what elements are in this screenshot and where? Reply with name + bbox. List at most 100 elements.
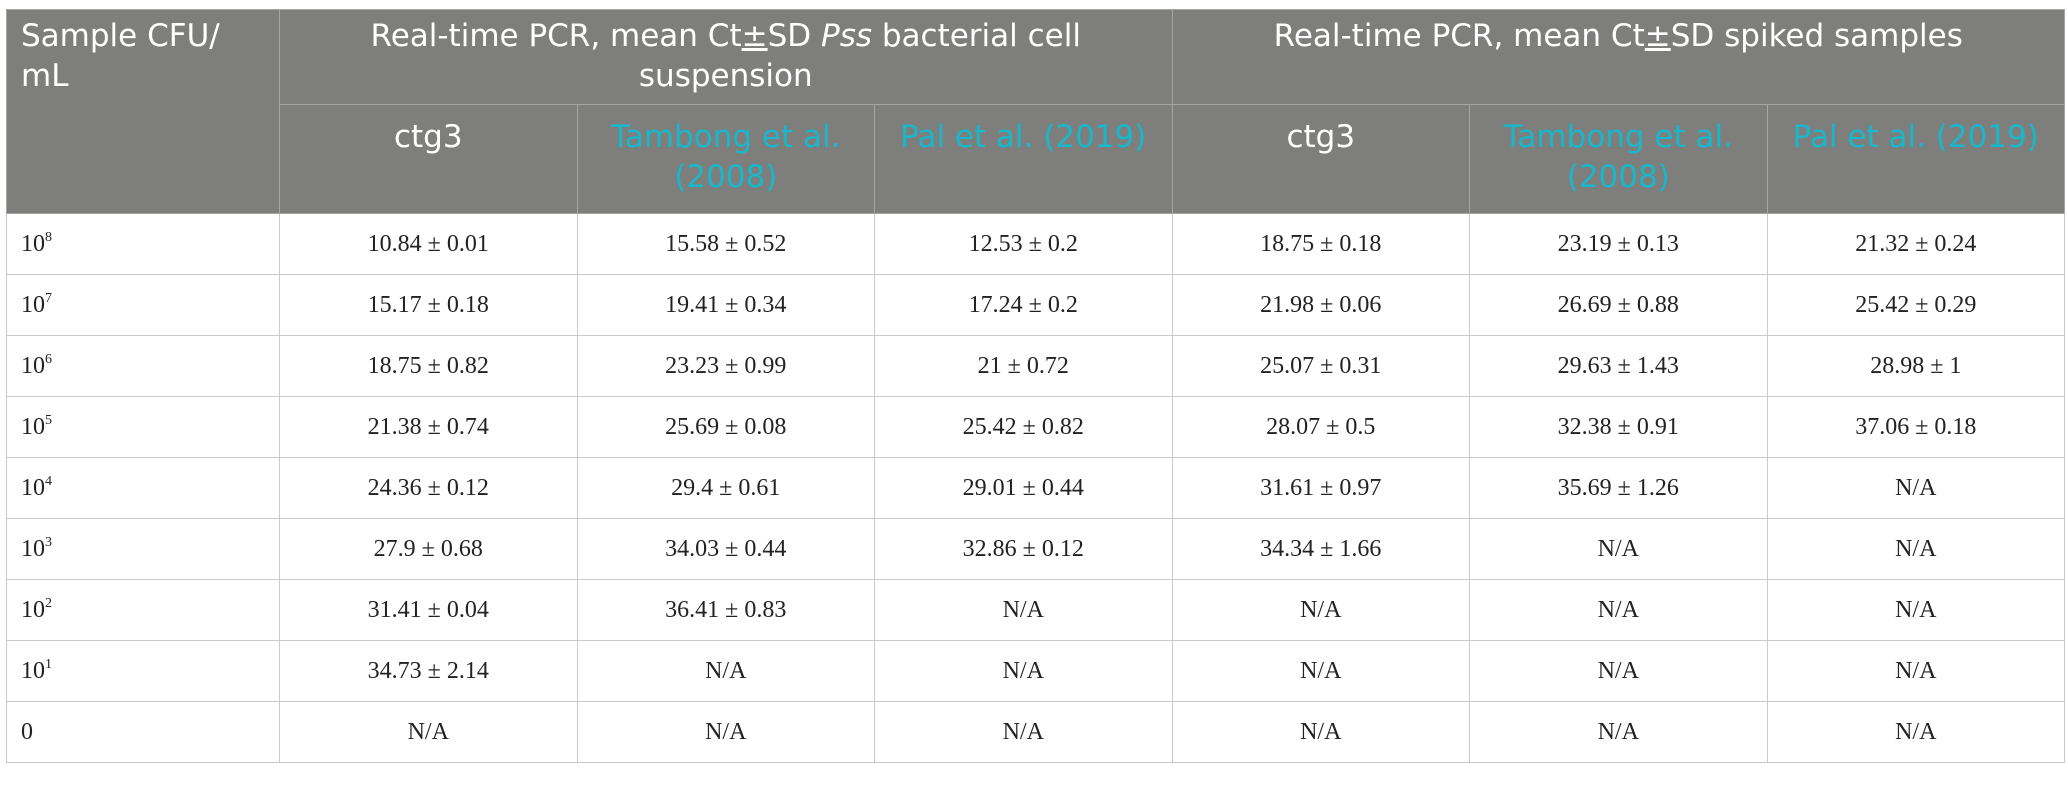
table-row: 103 27.9 ± 0.68 34.03 ± 0.44 32.86 ± 0.12 34…	[6, 518, 2066, 580]
ct-value-cell: N/A	[1766, 457, 2066, 519]
results-table: Sample CFU/ mL Real-time PCR, mean Ct±SD…	[6, 9, 2066, 763]
ct-value-cell: 23.23 ± 0.99	[576, 335, 875, 397]
group1-prefix: Real-time PCR, mean Ct	[370, 18, 742, 54]
ct-value-cell: 23.19 ± 0.13	[1469, 213, 1768, 275]
sample-exponent: 7	[45, 290, 52, 306]
ct-value-cell: 17.24 ± 0.2	[874, 274, 1173, 336]
ct-value-cell: 32.86 ± 0.12	[874, 518, 1173, 580]
table-body: 108 10.84 ± 0.01 15.58 ± 0.52 12.53 ± 0.2 18…	[6, 213, 2066, 763]
table-row: 108 10.84 ± 0.01 15.58 ± 0.52 12.53 ± 0.2 18…	[6, 213, 2066, 275]
ct-value-cell: 28.98 ± 1	[1766, 335, 2066, 397]
ct-value-cell: N/A	[1766, 701, 2066, 763]
sample-concentration-cell: 108	[6, 213, 280, 275]
ct-value-cell: N/A	[874, 579, 1173, 641]
ct-value-cell: 10.84 ± 0.01	[279, 213, 578, 275]
sample-exponent: 4	[45, 473, 52, 489]
table-row: 107 15.17 ± 0.18 19.41 ± 0.34 17.24 ± 0.2 21…	[6, 274, 2066, 336]
group1-organism: Pss	[821, 18, 872, 54]
ct-value-cell: 34.34 ± 1.66	[1171, 518, 1471, 580]
table-row: 101 34.73 ± 2.14 N/A N/A N/A N/A N/A	[6, 640, 2066, 702]
table-row: 106 18.75 ± 0.82 23.23 ± 0.99 21 ± 0.72 25.0…	[6, 335, 2066, 397]
sample-concentration-cell: 107	[6, 274, 280, 336]
ct-value-cell: N/A	[874, 640, 1173, 702]
ct-value-cell: 21 ± 0.72	[874, 335, 1173, 397]
sample-base: 10	[21, 352, 45, 379]
group2-prefix: Real-time PCR, mean Ct	[1273, 18, 1645, 54]
ct-value-cell: 34.03 ± 0.44	[576, 518, 875, 580]
ct-value-cell: N/A	[576, 640, 875, 702]
table-row: 105 21.38 ± 0.74 25.69 ± 0.08 25.42 ± 0.82 2…	[6, 396, 2066, 458]
ct-value-cell: 26.69 ± 0.88	[1469, 274, 1768, 336]
ct-value-cell: N/A	[1469, 701, 1768, 763]
ct-value-cell: 35.69 ± 1.26	[1469, 457, 1768, 519]
group-header-cell-suspension: Real-time PCR, mean Ct±SD Pss bacterial …	[279, 9, 1173, 105]
sample-concentration-cell: 102	[6, 579, 280, 641]
ct-value-cell: 31.41 ± 0.04	[279, 579, 578, 641]
ct-value-cell: 24.36 ± 0.12	[279, 457, 578, 519]
ct-value-cell: 21.38 ± 0.74	[279, 396, 578, 458]
group2-suffix: SD spiked samples	[1670, 18, 1963, 54]
subheader-pal-link-spiked[interactable]: Pal et al. (2019)	[1766, 104, 2066, 214]
ct-value-cell: 18.75 ± 0.82	[279, 335, 578, 397]
sample-concentration-cell: 106	[6, 335, 280, 397]
sample-base: 10	[21, 413, 45, 440]
ct-value-cell: 25.07 ± 0.31	[1171, 335, 1471, 397]
subheader-pal-link-suspension[interactable]: Pal et al. (2019)	[874, 104, 1173, 214]
ct-value-cell: N/A	[1469, 640, 1768, 702]
ct-value-cell: N/A	[279, 701, 578, 763]
sample-base: 10	[21, 535, 45, 562]
sample-concentration-cell: 0	[6, 701, 280, 763]
ct-value-cell: 29.4 ± 0.61	[576, 457, 875, 519]
table-row: 102 31.41 ± 0.04 36.41 ± 0.83 N/A N/A N/A N/A	[6, 579, 2066, 641]
ct-value-cell: 18.75 ± 0.18	[1171, 213, 1471, 275]
table-row: 104 24.36 ± 0.12 29.4 ± 0.61 29.01 ± 0.44 31…	[6, 457, 2066, 519]
table-row: 0 N/A N/A N/A N/A N/A N/A	[6, 701, 2066, 763]
ct-value-cell: N/A	[1469, 518, 1768, 580]
group1-plus-minus: ±	[741, 18, 768, 54]
ct-value-cell: 34.73 ± 2.14	[279, 640, 578, 702]
subheader-tambong-link-spiked[interactable]: Tambong et al. (2008)	[1469, 104, 1768, 214]
ct-value-cell: 36.41 ± 0.83	[576, 579, 875, 641]
ct-value-cell: 21.32 ± 0.24	[1766, 213, 2066, 275]
sample-concentration-cell: 104	[6, 457, 280, 519]
ct-value-cell: 29.01 ± 0.44	[874, 457, 1173, 519]
ct-value-cell: 37.06 ± 0.18	[1766, 396, 2066, 458]
group2-plus-minus: ±	[1644, 18, 1671, 54]
ct-value-cell: N/A	[576, 701, 875, 763]
ct-value-cell: 29.63 ± 1.43	[1469, 335, 1768, 397]
ct-value-cell: N/A	[1766, 579, 2066, 641]
sample-exponent: 3	[45, 534, 52, 550]
group1-suffix: bacterial cell suspension	[638, 18, 1081, 94]
ct-value-cell: 12.53 ± 0.2	[874, 213, 1173, 275]
ct-value-cell: N/A	[1766, 518, 2066, 580]
sample-column-header: Sample CFU/ mL	[6, 9, 280, 214]
sample-exponent: 6	[45, 351, 52, 367]
ct-value-cell: 31.61 ± 0.97	[1171, 457, 1471, 519]
header-sub-row: ctg3 Tambong et al. (2008) Pal et al. (2…	[7, 104, 2066, 214]
ct-value-cell: N/A	[1171, 701, 1471, 763]
ct-value-cell: 19.41 ± 0.34	[576, 274, 875, 336]
ct-value-cell: 15.17 ± 0.18	[279, 274, 578, 336]
ct-value-cell: N/A	[1766, 640, 2066, 702]
subheader-ctg3-suspension: ctg3	[279, 104, 578, 214]
sample-base: 10	[21, 474, 45, 501]
sample-concentration-cell: 103	[6, 518, 280, 580]
sample-exponent: 8	[45, 229, 52, 245]
subheader-tambong-link-suspension[interactable]: Tambong et al. (2008)	[576, 104, 875, 214]
sample-concentration-cell: 101	[6, 640, 280, 702]
ct-value-cell: 21.98 ± 0.06	[1171, 274, 1471, 336]
sample-exponent: 2	[45, 595, 52, 611]
ct-value-cell: 28.07 ± 0.5	[1171, 396, 1471, 458]
sample-base: 0	[21, 718, 33, 745]
ct-value-cell: 27.9 ± 0.68	[279, 518, 578, 580]
group-header-spiked-samples: Real-time PCR, mean Ct±SD spiked samples	[1171, 9, 2066, 105]
ct-value-cell: 25.42 ± 0.29	[1766, 274, 2066, 336]
sample-exponent: 5	[45, 412, 52, 428]
ct-value-cell: 25.42 ± 0.82	[874, 396, 1173, 458]
sample-base: 10	[21, 291, 45, 318]
ct-value-cell: N/A	[874, 701, 1173, 763]
sample-concentration-cell: 105	[6, 396, 280, 458]
ct-value-cell: N/A	[1171, 640, 1471, 702]
ct-value-cell: N/A	[1469, 579, 1768, 641]
ct-value-cell: 15.58 ± 0.52	[576, 213, 875, 275]
